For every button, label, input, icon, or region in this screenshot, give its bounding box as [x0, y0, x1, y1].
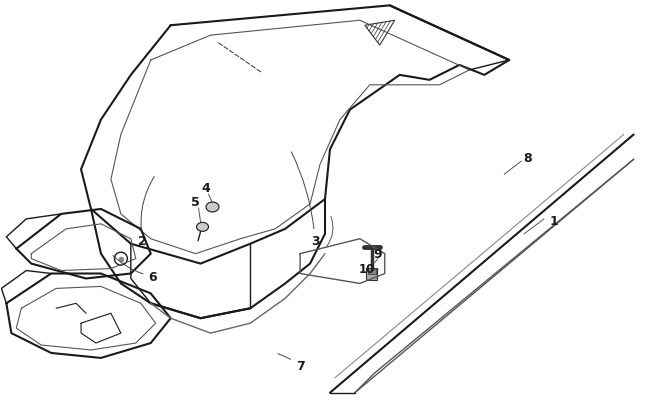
Text: 9: 9	[374, 247, 382, 260]
FancyBboxPatch shape	[368, 268, 376, 274]
Text: 5: 5	[191, 195, 200, 208]
Text: 6: 6	[113, 256, 157, 283]
Text: 8: 8	[523, 151, 532, 164]
Text: 4: 4	[201, 181, 210, 194]
Text: 10: 10	[359, 262, 375, 275]
Ellipse shape	[206, 202, 219, 212]
Ellipse shape	[196, 223, 209, 232]
Text: 3: 3	[291, 152, 319, 247]
Text: 2: 2	[138, 177, 154, 247]
Text: 7: 7	[278, 354, 304, 373]
Bar	[367, 268, 377, 281]
Text: 1: 1	[550, 215, 558, 228]
